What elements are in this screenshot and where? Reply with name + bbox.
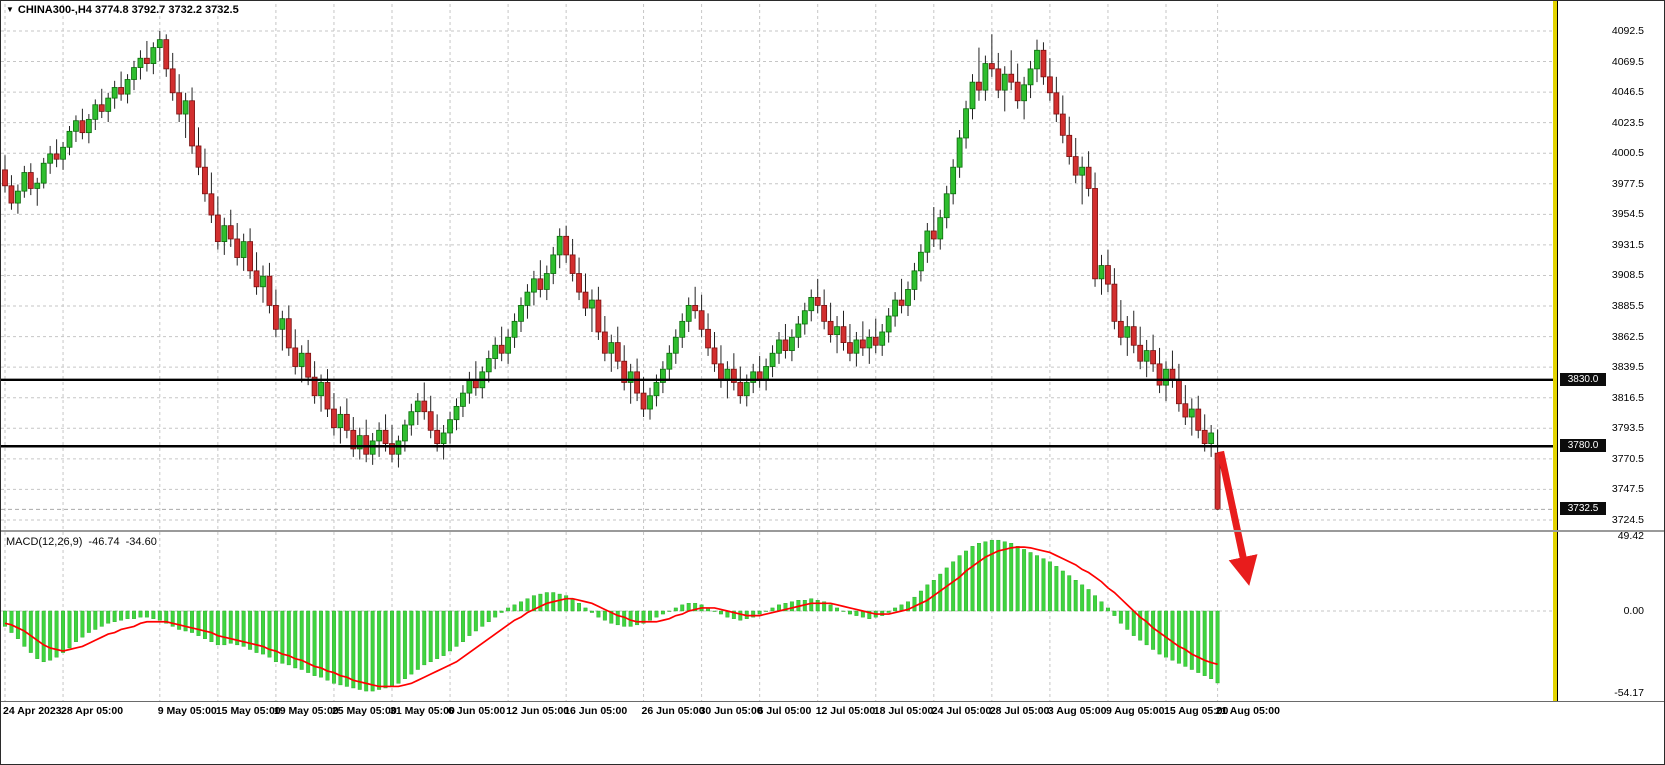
- time-tick: 9 May 05:00: [157, 705, 217, 717]
- current-price-tag: 3732.5: [1560, 502, 1606, 516]
- price-tick: 4092.5: [1611, 25, 1644, 37]
- time-tick: 9 Aug 05:00: [1105, 705, 1165, 717]
- time-tick: 12 Jul 05:00: [815, 705, 876, 717]
- chart-title: ▼ CHINA300-,H4 3774.8 3792.7 3732.2 3732.…: [6, 4, 239, 16]
- time-tick: 15 May 05:00: [215, 705, 281, 717]
- macd-tick: 0.00: [1623, 605, 1644, 617]
- time-tick: 30 Jun 05:00: [699, 705, 763, 717]
- macd-tick: -54.17: [1614, 687, 1644, 699]
- time-tick: 24 Jul 05:00: [931, 705, 992, 717]
- macd-histogram: [3, 539, 1220, 692]
- time-tick: 31 May 05:00: [390, 705, 455, 717]
- price-level-tag[interactable]: 3830.0: [1560, 372, 1606, 386]
- symbol-dropdown-icon[interactable]: ▼: [6, 5, 14, 14]
- time-tick: 28 Jul 05:00: [989, 705, 1050, 717]
- price-level-tag[interactable]: 3780.0: [1560, 439, 1606, 453]
- macd-indicator-label: MACD(12,26,9) -46.74 -34.60: [6, 536, 163, 548]
- price-chart-canvas[interactable]: [1, 1, 1558, 702]
- price-tick: 3816.5: [1611, 391, 1644, 404]
- grid-layer: [1, 4, 1553, 701]
- price-axis[interactable]: 4092.5 4069.5 4046.5 4023.5 4000.5 3977.5 3954…: [1558, 1, 1664, 702]
- pane-divider[interactable]: [1, 530, 1664, 532]
- time-tick: 15 Aug 05:00: [1164, 705, 1229, 717]
- quote-ohlc: 3774.8 3792.7 3732.2 3732.5: [94, 4, 239, 16]
- time-tick: 3 Aug 05:00: [1047, 705, 1107, 717]
- price-tick: 3954.5: [1611, 208, 1644, 221]
- time-tick: 21 Aug 05:00: [1215, 705, 1280, 717]
- time-tick: 6 Jul 05:00: [757, 705, 812, 717]
- price-tick: 4046.5: [1611, 86, 1644, 99]
- price-tick: 3724.5: [1611, 513, 1644, 526]
- price-axis-border: [1557, 1, 1558, 702]
- price-tick: 3862.5: [1611, 330, 1644, 343]
- time-tick: 12 Jun 05:00: [506, 705, 570, 717]
- macd-signal-value: -34.60: [125, 536, 157, 548]
- price-tick: 3793.5: [1611, 422, 1644, 435]
- price-tick: 3885.5: [1611, 300, 1644, 313]
- time-tick: 19 May 05:00: [273, 705, 339, 717]
- symbol-timeframe: CHINA300-,H4: [17, 4, 92, 16]
- time-tick: 18 Jul 05:00: [873, 705, 934, 717]
- time-tick: 26 Jun 05:00: [641, 705, 705, 717]
- time-tick: 25 May 05:00: [331, 705, 397, 717]
- price-tick: 4023.5: [1611, 116, 1644, 129]
- macd-name: MACD(12,26,9): [6, 536, 83, 548]
- macd-tick: 49.42: [1617, 530, 1644, 542]
- price-tick: 3977.5: [1611, 177, 1644, 190]
- price-tick: 3747.5: [1611, 483, 1644, 496]
- pane-border: [1, 701, 1664, 702]
- chart-right-edge-strip: [1553, 1, 1557, 702]
- time-tick: 24 Apr 2023: [3, 705, 62, 717]
- candles-layer: [2, 31, 1221, 510]
- price-tick: 3908.5: [1611, 269, 1644, 282]
- price-tick: 3931.5: [1611, 238, 1644, 251]
- price-tick: 4069.5: [1611, 55, 1644, 68]
- trend-arrow[interactable]: [1217, 450, 1258, 586]
- macd-main-value: -46.74: [88, 536, 120, 548]
- price-tick: 4000.5: [1611, 147, 1644, 160]
- time-axis[interactable]: 24 Apr 2023 28 Apr 05:00 9 May 05:00 15 May…: [1, 703, 1664, 764]
- price-tick: 3770.5: [1611, 452, 1644, 465]
- time-tick: 28 Apr 05:00: [61, 705, 124, 717]
- price-tick: 3839.5: [1611, 361, 1644, 374]
- time-tick: 16 Jun 05:00: [564, 705, 628, 717]
- time-tick: 6 Jun 05:00: [448, 705, 506, 717]
- macd-signal-line: [4, 546, 1218, 688]
